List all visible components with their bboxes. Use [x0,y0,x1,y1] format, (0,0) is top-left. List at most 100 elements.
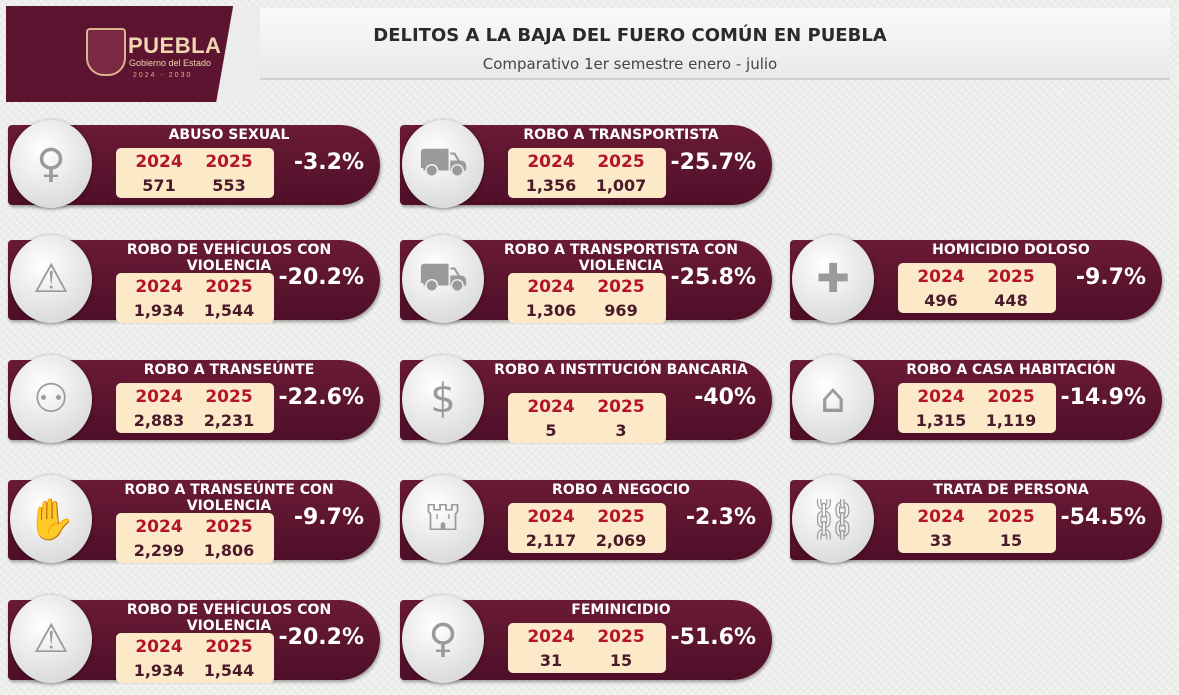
year-label-2025: 2025 [205,277,253,297]
pedestrians-icon: ⚇ [10,355,92,443]
store-icon: ⛫ [402,475,484,563]
crime-card: ⚠ ROBO DE VEHÍCULOS CON VIOLENCIA 2024 2… [8,595,380,685]
value-2025: 969 [604,301,638,320]
value-2025: 448 [994,291,1028,310]
value-2025: 1,544 [203,301,255,320]
crime-name: ROBO A CASA HABITACIÓN [906,362,1116,378]
crime-card: ⛓ TRATA DE PERSONA 2024 2025 33 15 -54.5… [790,475,1162,565]
year-label-2024: 2024 [527,507,575,527]
year-label-2025: 2025 [205,637,253,657]
year-label-2025: 2025 [597,277,645,297]
comparison-box: 2024 2025 496 448 [898,263,1056,313]
crime-card: ⚠ ROBO DE VEHÍCULOS CON VIOLENCIA 2024 2… [8,235,380,325]
year-label-2024: 2024 [135,277,183,297]
crime-card: ⛟ ROBO A TRANSPORTISTA 2024 2025 1,356 1… [400,120,772,210]
value-2025: 1,119 [985,411,1037,430]
year-label-2024: 2024 [527,277,575,297]
crime-name: ROBO A TRANSEÚNTE CON VIOLENCIA [124,482,334,514]
year-label-2024: 2024 [527,627,575,647]
value-2024: 2,299 [133,541,185,560]
crime-card: ♀ FEMINICIDIO 2024 2025 31 15 -51.6% [400,595,772,685]
year-label-2024: 2024 [917,387,965,407]
car-thief-icon: ⚠ [10,235,92,323]
value-2024: 33 [929,531,953,550]
year-label-2025: 2025 [597,507,645,527]
value-2024: 1,306 [525,301,577,320]
percent-change: -14.9% [1060,385,1146,410]
value-2025: 2,069 [595,531,647,550]
value-2025: 1,806 [203,541,255,560]
percent-change: -20.2% [278,265,364,290]
percent-change: -9.7% [1075,265,1146,290]
comparison-box: 2024 2025 1,306 969 [508,273,666,323]
year-label-2025: 2025 [987,507,1035,527]
comparison-box: 2024 2025 2,299 1,806 [116,513,274,563]
percent-change: -2.3% [685,505,756,530]
page-title: DELITOS A LA BAJA DEL FUERO COMÚN EN PUE… [373,25,887,46]
percent-change: -54.5% [1060,505,1146,530]
value-2024: 2,117 [525,531,577,550]
truck-icon: ⛟ [402,235,484,323]
year-label-2024: 2024 [135,517,183,537]
year-label-2024: 2024 [135,637,183,657]
bank-robber-icon: $ [402,355,484,443]
comparison-box: 2024 2025 33 15 [898,503,1056,553]
year-label-2025: 2025 [205,387,253,407]
value-2024: 31 [539,651,563,670]
year-label-2024: 2024 [917,267,965,287]
percent-change: -40% [694,385,756,410]
percent-change: -20.2% [278,625,364,650]
comparison-box: 2024 2025 1,356 1,007 [508,148,666,198]
value-2025: 15 [999,531,1023,550]
crime-name: FEMINICIDIO [571,602,671,618]
percent-change: -22.6% [278,385,364,410]
value-2025: 1,007 [595,176,647,195]
percent-change: -3.2% [293,150,364,175]
car-thief-icon: ⚠ [10,595,92,683]
crime-card: ✋ ROBO A TRANSEÚNTE CON VIOLENCIA 2024 2… [8,475,380,565]
year-label-2024: 2024 [527,152,575,172]
year-label-2025: 2025 [205,152,253,172]
body-icon: ✚ [792,235,874,323]
value-2025: 15 [609,651,633,670]
year-label-2024: 2024 [527,397,575,417]
percent-change: -25.8% [670,265,756,290]
logo-block [6,6,260,102]
coat-of-arms-icon [86,28,126,76]
crime-name: ABUSO SEXUAL [168,127,290,143]
crime-name: ROBO A INSTITUCIÓN BANCARIA [494,362,748,378]
value-2024: 5 [545,421,557,440]
year-label-2025: 2025 [597,397,645,417]
page-subtitle: Comparativo 1er semestre enero - julio [482,55,778,73]
victim-icon: ✋ [10,475,92,563]
year-label-2024: 2024 [135,152,183,172]
year-label-2025: 2025 [987,387,1035,407]
comparison-box: 2024 2025 2,883 2,231 [116,383,274,433]
year-label-2025: 2025 [597,152,645,172]
crime-card: ⛟ ROBO A TRANSPORTISTA CON VIOLENCIA 202… [400,235,772,325]
crime-card: ⛫ ROBO A NEGOCIO 2024 2025 2,117 2,069 -… [400,475,772,565]
crime-name: ROBO A TRANSPORTISTA [523,127,719,143]
logo-subtitle: Gobierno del Estado [129,58,212,68]
crime-name: HOMICIDIO DOLOSO [932,242,1090,258]
value-2025: 553 [212,176,246,195]
crime-card: $ ROBO A INSTITUCIÓN BANCARIA 2024 2025 … [400,355,772,445]
crime-name: ROBO DE VEHÍCULOS CON VIOLENCIA [126,242,332,274]
percent-change: -25.7% [670,150,756,175]
crime-name: ROBO DE VEHÍCULOS CON VIOLENCIA [126,602,332,634]
value-2024: 2,883 [133,411,185,430]
year-label-2025: 2025 [987,267,1035,287]
woman-icon: ♀ [10,120,92,208]
value-2024: 1,315 [915,411,967,430]
comparison-box: 2024 2025 5 3 [508,393,666,443]
crime-name: ROBO A NEGOCIO [552,482,690,498]
comparison-box: 2024 2025 31 15 [508,623,666,673]
logo-years: 2024 - 2030 [133,72,193,79]
comparison-box: 2024 2025 2,117 2,069 [508,503,666,553]
crime-name: ROBO A TRANSEÚNTE [143,362,315,378]
truck-icon: ⛟ [402,120,484,208]
value-2025: 3 [615,421,627,440]
value-2024: 571 [142,176,176,195]
crime-card: ⌂ ROBO A CASA HABITACIÓN 2024 2025 1,315… [790,355,1162,445]
